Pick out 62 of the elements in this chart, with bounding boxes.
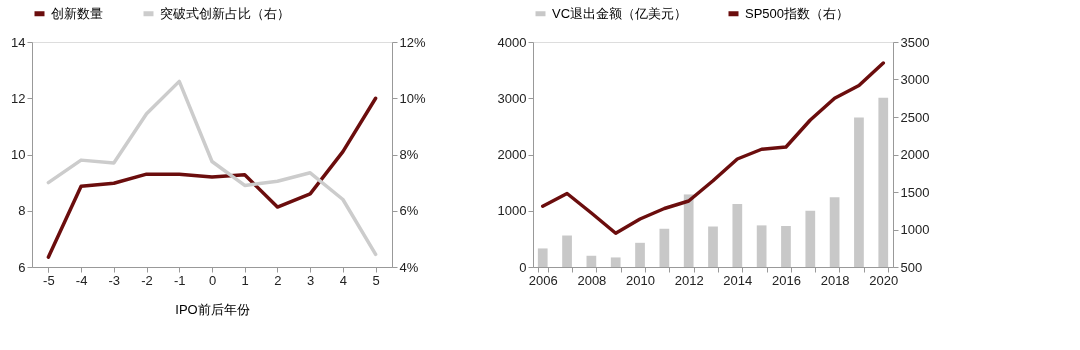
y2-tick-label: 500 (900, 259, 923, 275)
legend-label: VC退出金额（亿美元） (552, 5, 688, 21)
bar (635, 242, 645, 267)
y-tick-label: 12 (11, 90, 26, 106)
x-tick-label: 4 (339, 272, 348, 288)
y2-tick-label: 8% (399, 147, 419, 162)
y-tick-label: 3000 (497, 90, 527, 106)
x-tick-label: 2016 (772, 272, 801, 288)
x-tick-label: -2 (141, 272, 153, 288)
bar (610, 257, 621, 267)
x-tick-label: 2020 (869, 272, 899, 288)
x-tick-label: 0 (208, 272, 217, 288)
bar (537, 248, 548, 267)
bar (708, 226, 718, 267)
bar (781, 225, 791, 267)
y-tick-label: 8 (18, 203, 26, 219)
y2-tick-label: 4% (399, 259, 419, 275)
x-tick-label: -3 (108, 272, 121, 288)
line-series (540, 61, 886, 235)
bar (805, 210, 816, 267)
x-tick-label: 1 (241, 272, 249, 288)
y-tick-label: 0 (519, 259, 527, 275)
y-tick-label: 14 (11, 34, 26, 50)
bar (732, 204, 743, 267)
x-tick-label: 2006 (528, 272, 558, 288)
y2-tick-label: 3000 (900, 72, 930, 87)
x-tick-label: -1 (173, 272, 186, 288)
x-tick-label: 2012 (674, 272, 704, 288)
bar (659, 228, 670, 267)
y2-tick-label: 2000 (900, 147, 930, 162)
y-tick-label: 2000 (497, 147, 527, 162)
x-tick-label: 2010 (626, 272, 655, 288)
y-tick-label: 1000 (497, 203, 527, 219)
y2-tick-label: 10% (399, 90, 426, 106)
x-tick-label: -4 (75, 272, 88, 288)
y-tick-label: 10 (11, 147, 26, 162)
x-tick-label: 2014 (723, 272, 753, 288)
y2-tick-label: 1500 (900, 184, 930, 200)
bar (683, 194, 694, 267)
bar (854, 117, 864, 267)
x-tick-label: 2018 (820, 272, 850, 288)
x-tick-label: -5 (43, 272, 55, 288)
y2-tick-label: 6% (399, 203, 419, 219)
y2-tick-label: 2500 (900, 109, 930, 125)
x-tick-label: 2 (274, 272, 282, 288)
legend-label: 突破式创新占比（右） (160, 5, 290, 21)
bar (586, 255, 597, 267)
legend-label: 创新数量 (51, 5, 103, 21)
y-tick-label: 6 (18, 259, 26, 275)
bar (756, 225, 767, 267)
bar (878, 97, 889, 267)
bar (829, 197, 840, 267)
x-tick-label: 2008 (577, 272, 607, 288)
y2-tick-label: 3500 (900, 34, 930, 50)
y-tick-label: 4000 (497, 34, 527, 50)
x-tick-label: 3 (307, 272, 315, 288)
x-tick-label: 5 (372, 272, 380, 288)
y2-tick-label: 12% (399, 34, 426, 50)
y2-tick-label: 1000 (900, 222, 930, 237)
legend-label: SP500指数（右） (745, 5, 850, 21)
x-axis-title: IPO前后年份 (175, 301, 250, 317)
bar (562, 235, 572, 267)
